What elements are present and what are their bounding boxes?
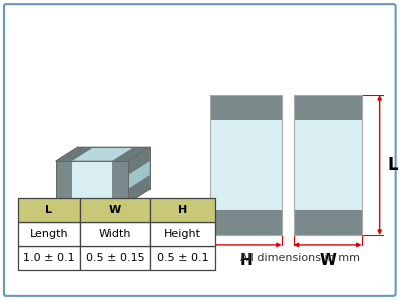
Text: W: W [319, 253, 336, 268]
Text: W: W [109, 205, 121, 215]
Text: All dimensions in mm: All dimensions in mm [240, 253, 360, 263]
Bar [210, 210, 282, 235]
Polygon shape [128, 147, 150, 175]
Bar [294, 95, 362, 120]
Bar [18, 246, 80, 270]
Bar [18, 222, 80, 246]
Bar [150, 246, 215, 270]
Bar [80, 246, 150, 270]
Bar [294, 95, 362, 235]
Polygon shape [112, 147, 150, 161]
Bar [294, 210, 362, 235]
Bar [150, 198, 215, 222]
Text: 0.5 ± 0.1: 0.5 ± 0.1 [156, 253, 208, 263]
Text: L: L [388, 156, 398, 174]
Text: Length: Length [30, 229, 68, 239]
Polygon shape [128, 147, 150, 203]
Bar [210, 95, 282, 235]
Bar [18, 198, 80, 222]
Bar [294, 95, 362, 235]
Text: H: H [178, 205, 187, 215]
Text: Width: Width [99, 229, 131, 239]
Bar [56, 161, 128, 203]
Bar [150, 222, 215, 246]
Text: Height: Height [164, 229, 201, 239]
Polygon shape [56, 147, 94, 161]
Text: L: L [46, 205, 52, 215]
Bar [80, 198, 150, 222]
Bar [80, 222, 150, 246]
Text: 1.0 ± 0.1: 1.0 ± 0.1 [23, 253, 75, 263]
Text: 0.5 ± 0.15: 0.5 ± 0.15 [86, 253, 144, 263]
Polygon shape [56, 147, 150, 161]
FancyBboxPatch shape [4, 4, 396, 296]
Bar [56, 161, 72, 203]
Text: H: H [239, 253, 252, 268]
Bar [210, 95, 282, 235]
Bar [210, 95, 282, 120]
Bar [112, 161, 128, 203]
Polygon shape [128, 175, 150, 203]
